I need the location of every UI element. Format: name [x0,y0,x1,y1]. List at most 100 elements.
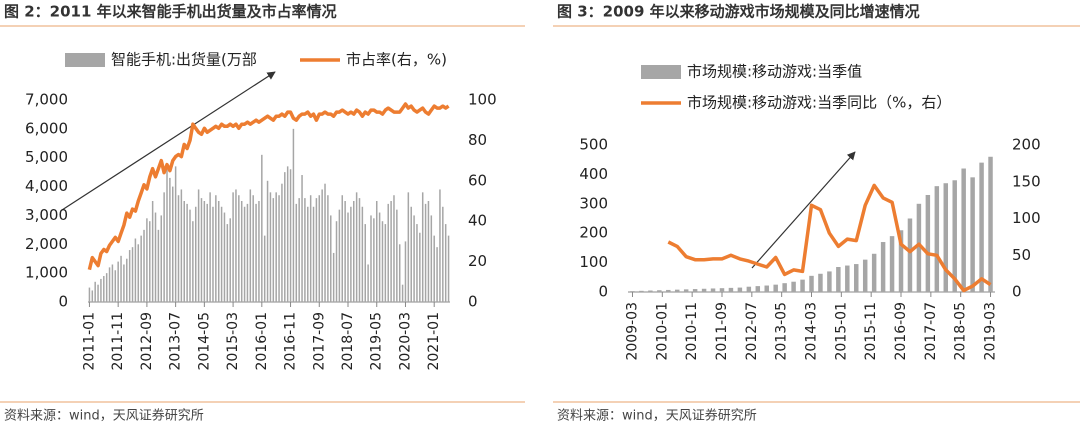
x-tick-label: 2015-11 [863,302,879,361]
x-tick-label: 2011-11 [110,312,126,371]
source-note: 资料来源：wind，天风证券研究所 [557,408,757,424]
bar [229,218,231,302]
bar [353,201,355,302]
x-tick-label: 2013-05 [774,302,790,361]
x-tick-label: 2010-01 [654,302,670,361]
x-tick-label: 2016-01 [254,312,270,371]
bar [238,195,240,302]
bar [444,224,447,302]
bar [836,267,841,292]
bar [433,235,435,302]
bar [134,238,137,302]
bar [126,258,128,302]
bar [666,289,671,292]
bar [128,250,131,302]
bar [149,221,151,302]
bar [197,189,200,302]
bar [301,175,303,302]
bar [430,215,433,302]
bar [235,189,237,302]
bar [194,206,197,302]
trend-arrow [61,71,276,211]
bar [243,206,246,302]
bar [907,218,913,292]
bar [818,273,823,292]
x-tick-label: 2016-09 [893,302,909,361]
bar [393,195,395,302]
bar [172,186,174,302]
bar [103,276,105,302]
x-tick-label: 2018-07 [340,312,356,371]
bar [657,290,662,292]
bar [169,177,171,302]
bar [692,289,698,292]
x-tick-label: 2010-11 [684,302,700,361]
bar [226,224,229,302]
x-tick-label: 2021-01 [426,312,442,371]
x-tick-label: 2015-01 [833,302,849,361]
chart-title: 图 3：2009 年以来移动游戏市场规模及同比增速情况 [557,3,920,21]
bar [177,195,180,302]
x-tick-label: 2011-01 [81,312,97,371]
bar [880,242,886,292]
bar [916,203,922,292]
x-tick-label: 2009-03 [624,302,640,361]
bar [117,261,119,302]
y-tick-label: 300 [579,194,608,212]
bar [200,198,203,302]
bar [683,289,689,292]
bar [442,206,444,302]
y-tick-label: 2,000 [25,235,68,253]
bar [410,206,412,302]
legend-label: 市场规模:移动游戏:当季值 [687,63,862,81]
bar [97,284,99,302]
y2-tick-label: 150 [1012,172,1041,190]
y2-tick-label: 60 [468,171,487,189]
bar [137,244,140,302]
bar [413,215,415,302]
bar [344,201,346,302]
bar [206,203,208,302]
x-tick-label: 2012-07 [744,302,760,361]
y-tick-label: 7,000 [25,91,68,109]
bar [263,235,266,302]
y-tick-label: 1,000 [25,264,68,282]
bar [174,166,177,302]
bar [123,264,125,302]
bar [674,289,680,292]
y2-tick-label: 0 [468,293,478,311]
bar [358,198,361,302]
bar [315,198,318,302]
bar [108,267,111,302]
bar [261,154,263,302]
y-tick-label: 400 [579,165,608,183]
legend-swatch [641,65,681,79]
bar [255,203,257,302]
bar [100,278,102,302]
bar [827,271,832,292]
bar [120,255,122,302]
bar [292,128,295,302]
bar [396,209,398,302]
bar [330,215,332,302]
bar [212,206,214,302]
bar [111,264,114,302]
bar [710,288,716,292]
bar [215,195,217,302]
y-tick-label: 4,000 [25,177,68,195]
bar [854,264,859,292]
bar [266,180,269,302]
bar [114,270,117,302]
bar [370,215,372,302]
bar [943,183,949,292]
bar [381,221,384,302]
bar [764,285,769,292]
y-tick-label: 5,000 [25,148,68,166]
bar [439,189,441,302]
bar [925,194,931,292]
bar [309,195,312,302]
y-tick-label: 3,000 [25,206,68,224]
bar [321,189,323,302]
bar [180,189,183,302]
bar [312,206,315,302]
